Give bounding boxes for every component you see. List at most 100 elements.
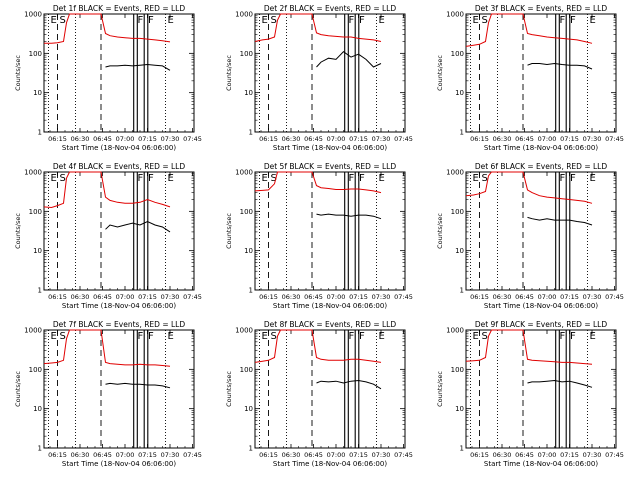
- x-tick-label: 07:45: [394, 451, 413, 459]
- y-tick-label: 100: [451, 50, 464, 58]
- panel-title: Det 2f BLACK = Events, RED = LLD: [264, 4, 397, 13]
- x-tick-label: 06:45: [93, 451, 112, 459]
- y-tick-label: 1: [249, 287, 253, 295]
- x-tick-label: 06:45: [515, 135, 534, 143]
- x-tick-label: 07:45: [183, 451, 202, 459]
- marker-label: S: [271, 15, 277, 26]
- x-tick-label: 07:00: [327, 135, 346, 143]
- y-tick-label: 10: [244, 89, 253, 97]
- marker-label: F: [570, 15, 576, 26]
- marker-label: E: [473, 173, 479, 184]
- y-axis-label: Counts/sec: [436, 55, 444, 91]
- marker-label: E: [262, 331, 268, 342]
- marker-label: F: [349, 15, 355, 26]
- y-tick-label: 10: [244, 247, 253, 255]
- y-tick-label: 1: [460, 129, 464, 137]
- detector-panel: Det 6f BLACK = Events, RED = LLD 1 10 100 10…: [436, 162, 624, 310]
- detector-panel: Det 3f BLACK = Events, RED = LLD 1 10 100 10…: [436, 4, 624, 152]
- x-tick-label: 07:00: [327, 451, 346, 459]
- x-tick-label: 06:30: [282, 451, 301, 459]
- x-axis-label: Start Time (18-Nov-04 06:06:00): [62, 302, 176, 310]
- y-tick-label: 10: [33, 405, 42, 413]
- x-tick-label: 06:30: [493, 135, 512, 143]
- marker-label: F: [359, 15, 365, 26]
- x-tick-label: 06:15: [259, 293, 278, 301]
- lld-series-line: [465, 13, 593, 47]
- y-axis-label: Counts/sec: [225, 371, 233, 407]
- events-series-line: [527, 62, 593, 70]
- events-series-line: [105, 220, 171, 233]
- y-tick-label: 10: [33, 247, 42, 255]
- x-tick-label: 06:45: [93, 293, 112, 301]
- lld-series-line: [254, 171, 382, 194]
- y-axis-label: Counts/sec: [225, 55, 233, 91]
- y-tick-label: 1: [38, 445, 42, 453]
- y-tick-label: 10: [455, 405, 464, 413]
- x-tick-label: 07:30: [583, 135, 602, 143]
- x-tick-label: 07:30: [161, 293, 180, 301]
- x-tick-label: 07:00: [538, 293, 557, 301]
- x-tick-label: 06:45: [304, 135, 323, 143]
- marker-label: F: [138, 331, 144, 342]
- lld-series-line: [254, 13, 382, 42]
- plot-frame: [43, 329, 195, 449]
- x-tick-label: 07:30: [583, 293, 602, 301]
- marker-label: F: [138, 15, 144, 26]
- panel-title: Det 8f BLACK = Events, RED = LLD: [264, 320, 397, 329]
- y-tick-label: 1: [38, 129, 42, 137]
- x-tick-label: 06:45: [304, 451, 323, 459]
- x-tick-label: 07:30: [161, 135, 180, 143]
- y-tick-label: 100: [451, 366, 464, 374]
- x-axis-label: Start Time (18-Nov-04 06:06:00): [484, 302, 598, 310]
- y-axis-label: Counts/sec: [14, 55, 22, 91]
- detector-panel: Det 1f BLACK = Events, RED = LLD 1 10 100 10…: [14, 4, 202, 152]
- x-tick-label: 06:15: [470, 293, 489, 301]
- panel-title: Det 6f BLACK = Events, RED = LLD: [475, 162, 608, 171]
- marker-label: F: [349, 173, 355, 184]
- events-series-line: [527, 216, 593, 226]
- marker-label: F: [570, 331, 576, 342]
- lld-series-line: [44, 13, 171, 44]
- marker-label: E: [168, 331, 174, 342]
- lld-series-line: [43, 329, 171, 367]
- y-tick-label: 100: [29, 50, 42, 58]
- x-tick-label: 06:45: [515, 293, 534, 301]
- marker-label: F: [570, 173, 576, 184]
- plot-frame: [254, 329, 406, 449]
- x-tick-label: 06:15: [48, 293, 67, 301]
- x-tick-label: 06:15: [259, 135, 278, 143]
- x-tick-label: 06:15: [470, 451, 489, 459]
- events-series-line: [316, 51, 382, 68]
- marker-label: E: [379, 15, 385, 26]
- x-tick-label: 06:30: [282, 293, 301, 301]
- y-tick-label: 1: [249, 445, 253, 453]
- x-tick-label: 06:15: [48, 135, 67, 143]
- plot-frame: [465, 13, 617, 133]
- marker-label: S: [60, 331, 66, 342]
- marker-label: E: [590, 331, 596, 342]
- y-axis-label: Counts/sec: [225, 213, 233, 249]
- x-tick-label: 07:45: [605, 135, 624, 143]
- marker-label: E: [168, 173, 174, 184]
- y-axis-label: Counts/sec: [436, 213, 444, 249]
- marker-label: E: [168, 15, 174, 26]
- events-series-line: [105, 382, 171, 389]
- x-tick-label: 07:15: [560, 135, 579, 143]
- plot-frame: [43, 13, 195, 133]
- y-tick-label: 1000: [235, 11, 253, 19]
- x-axis-label: Start Time (18-Nov-04 06:06:00): [273, 144, 387, 152]
- marker-label: F: [148, 331, 154, 342]
- panel-title: Det 4f BLACK = Events, RED = LLD: [53, 162, 186, 171]
- plot-frame: [254, 171, 406, 291]
- y-tick-label: 1000: [235, 169, 253, 177]
- marker-label: S: [482, 15, 488, 26]
- marker-label: F: [148, 173, 154, 184]
- x-tick-label: 07:30: [372, 451, 391, 459]
- y-tick-label: 1000: [24, 11, 42, 19]
- plot-frame: [465, 171, 617, 291]
- x-tick-label: 06:30: [71, 135, 90, 143]
- y-tick-label: 100: [240, 366, 253, 374]
- x-axis-label: Start Time (18-Nov-04 06:06:00): [62, 144, 176, 152]
- x-tick-label: 06:30: [71, 451, 90, 459]
- marker-label: E: [51, 173, 57, 184]
